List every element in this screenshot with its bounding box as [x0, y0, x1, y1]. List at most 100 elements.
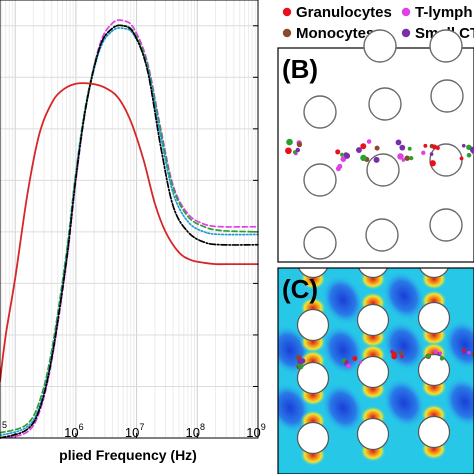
- pillar: [298, 268, 328, 279]
- panel-c-cells: [295, 348, 474, 370]
- plot-frame: [0, 0, 259, 439]
- cell-dot: [344, 152, 351, 159]
- x-tick-label: 106: [64, 422, 83, 440]
- pillar: [417, 353, 451, 387]
- cell-dot: [462, 351, 466, 355]
- x-tick-exponent: 7: [139, 422, 144, 432]
- x-tick-label: 107: [125, 422, 144, 440]
- legend-marker: [282, 28, 292, 38]
- legend-marker: [282, 7, 292, 17]
- pillar: [356, 355, 390, 389]
- cell-dot: [346, 363, 351, 369]
- pillar: [303, 226, 337, 260]
- field-low-region: [382, 270, 426, 322]
- plot-grid: [0, 0, 259, 439]
- cell-dot: [296, 141, 303, 148]
- pillar: [430, 79, 464, 113]
- x-tick-base: 10: [186, 425, 200, 440]
- series-line-4: [0, 24, 259, 439]
- panel-c-label: (C): [282, 274, 318, 304]
- cell-dot: [429, 160, 436, 167]
- cell-dot: [295, 147, 301, 153]
- field-low-region: [321, 382, 365, 434]
- x-tick-base: 10: [246, 425, 260, 440]
- series-line-1: [0, 19, 259, 439]
- cell-dot: [286, 138, 293, 146]
- pillar: [356, 417, 390, 451]
- cell-dot: [358, 360, 362, 364]
- cell-dot: [399, 144, 406, 151]
- cell-dot: [360, 143, 367, 150]
- legend-marker: [401, 7, 411, 17]
- field-low-region: [321, 274, 365, 326]
- x-tick-label: 109: [246, 422, 265, 440]
- cell-dot: [471, 352, 474, 357]
- cell-dot: [360, 154, 367, 162]
- pillar: [429, 29, 463, 63]
- legend-label: Granulocytes: [296, 4, 392, 21]
- cell-dot: [337, 163, 343, 170]
- series-line-2: [0, 24, 259, 434]
- pillar: [303, 163, 337, 197]
- cell-dot: [433, 349, 438, 354]
- cell-dot: [397, 153, 404, 160]
- cell-dot: [356, 147, 362, 153]
- pillar: [296, 308, 330, 342]
- cell-dot: [297, 358, 303, 365]
- cell-dot: [421, 150, 426, 155]
- x-tick-labels: 5 106 107 108 109: [2, 420, 266, 440]
- series-line-0: [0, 82, 259, 383]
- cell-dot: [352, 355, 358, 362]
- cell-dot: [391, 351, 396, 356]
- legend-label: Monocytes: [296, 25, 374, 42]
- pillar: [429, 208, 463, 242]
- panel-b-cells: [285, 138, 474, 172]
- x-tick-base: 10: [125, 425, 139, 440]
- pillar: [356, 303, 390, 337]
- x-tick-exponent: 6: [79, 422, 84, 432]
- legend-marker: [401, 28, 411, 38]
- pillar: [417, 415, 451, 449]
- plot-background: [0, 0, 258, 438]
- panel-c-pillars: [296, 268, 451, 455]
- field-low-region: [382, 377, 426, 429]
- cell-dot: [467, 350, 471, 355]
- pillar: [358, 268, 388, 279]
- x-tick-exponent: 8: [200, 422, 205, 432]
- x-tick-exponent: 9: [261, 422, 266, 432]
- panel-b-pillars: [303, 29, 464, 260]
- pillar: [417, 301, 451, 335]
- cell-dot: [459, 156, 464, 161]
- x-tick-base: 10: [64, 425, 78, 440]
- cell-dot: [461, 143, 466, 148]
- cell-dot: [285, 147, 292, 155]
- panel-a-chart: 5 106 107 108 109 plied Frequency (Hz): [0, 0, 266, 463]
- panel-c-frame: [277, 267, 474, 474]
- cell-dot: [374, 145, 380, 151]
- cell-dot: [340, 152, 344, 157]
- pillar: [303, 95, 337, 129]
- field-low-region: [443, 319, 474, 371]
- cell-dot: [466, 152, 472, 158]
- x-tick-label: 108: [186, 422, 205, 440]
- field-low-region: [443, 376, 474, 428]
- panel-b-label: (B): [282, 54, 318, 84]
- cell-dot: [366, 139, 372, 144]
- pillar: [365, 218, 399, 252]
- cell-dot: [335, 149, 341, 155]
- panel-c-field-map: (C): [277, 267, 474, 474]
- x-tick-exponent: 5: [2, 420, 7, 430]
- pillar: [296, 421, 330, 455]
- cell-dot: [373, 156, 380, 163]
- x-axis-title: plied Frequency (Hz): [59, 447, 197, 463]
- cell-dot: [469, 146, 474, 154]
- cell-dot: [409, 155, 414, 161]
- series-layer: [0, 19, 259, 439]
- pillar: [366, 153, 400, 187]
- cell-dot: [298, 364, 304, 370]
- cell-dot: [292, 150, 297, 155]
- field-low-region: [321, 324, 365, 376]
- cell-dot: [439, 356, 445, 361]
